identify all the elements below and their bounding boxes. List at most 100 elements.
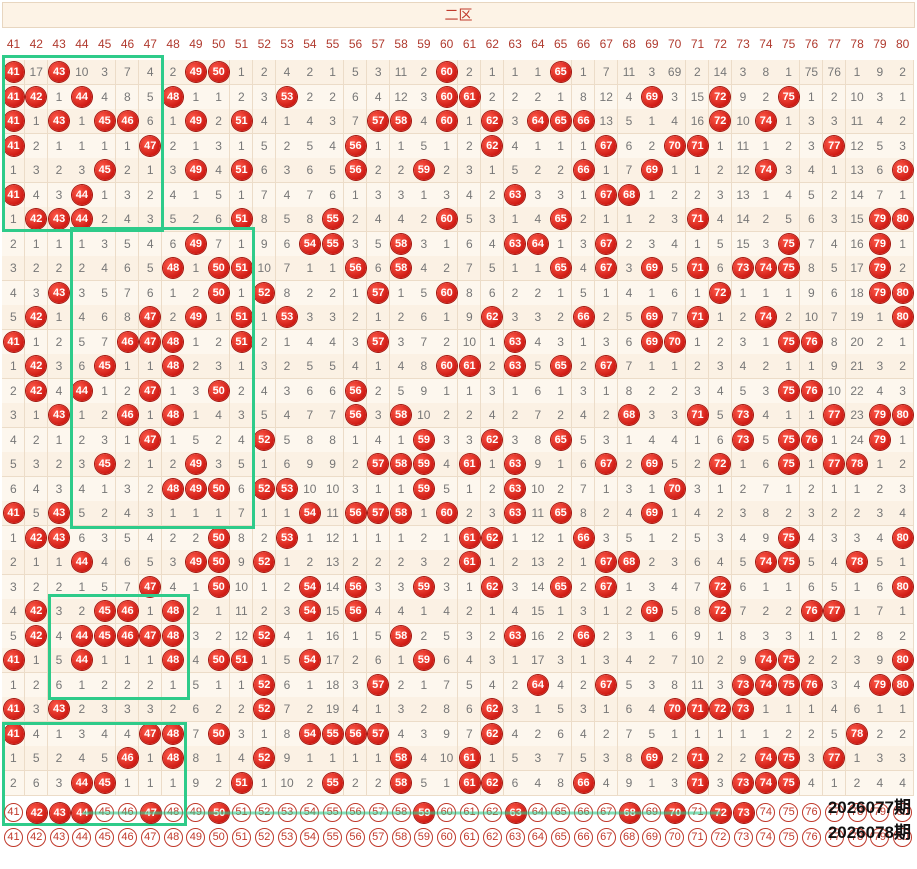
miss-count: 3 [443,187,450,202]
column-number: 45 [98,37,112,51]
zone-header: 二区 [2,2,915,28]
miss-count: 2 [329,89,336,104]
miss-count: 1 [10,163,17,177]
miss-count: 7 [124,65,131,79]
column-number: 64 [531,37,545,51]
miss-count: 1 [648,187,656,202]
miss-count: 7 [602,65,610,79]
miss-count: 2 [306,65,314,79]
miss-count: 1 [511,65,519,79]
column-number: 62 [485,37,499,51]
miss-count: 11 [622,65,636,79]
miss-count: 2 [169,138,177,153]
hit-ball: 60 [436,111,457,131]
miss-count: 75 [804,65,819,79]
miss-count: 2 [466,138,473,153]
miss-count: 5 [260,138,268,153]
miss-count: 2 [283,138,291,153]
miss-count: 2 [534,89,542,104]
miss-count: 4 [785,187,792,202]
column-number: 42 [29,37,43,51]
miss-count: 2 [215,114,222,128]
column-number: 59 [417,37,431,51]
miss-count: 7 [625,163,633,177]
hit-ball: 44 [71,86,92,107]
hit-ball: 68 [619,184,640,205]
miss-count: 1 [671,163,678,177]
miss-count: 2 [785,138,792,153]
column-number: 51 [234,37,249,51]
miss-count: 1 [694,163,701,177]
miss-count: 4 [283,187,291,202]
hit-ball: 74 [755,111,776,131]
miss-count: 2 [124,163,131,177]
miss-count: 1 [808,89,815,104]
miss-count: 2 [420,65,428,79]
miss-count: 1 [785,65,792,79]
hit-ball: 59 [413,160,434,180]
column-number: 48 [166,37,180,51]
miss-count: 2 [169,65,177,79]
hit-ball: 48 [163,86,184,107]
miss-count: 2 [534,163,542,177]
miss-count: 2 [488,187,496,202]
miss-count: 3 [899,138,906,153]
miss-count: 1 [762,138,770,153]
miss-count: 69 [667,65,682,79]
miss-count: 1 [146,163,154,177]
column-number: 57 [371,37,385,51]
column-number: 79 [873,37,887,51]
miss-count: 1 [32,114,40,128]
miss-count: 1 [169,114,177,128]
miss-count: 3 [511,114,519,128]
column-number: 49 [189,37,203,51]
column-number: 47 [143,37,157,51]
hit-ball: 58 [391,111,412,131]
hit-ball: 60 [436,86,457,107]
miss-count: 1 [238,65,245,79]
miss-count: 13 [599,114,613,128]
miss-count: 1 [352,187,359,202]
column-number: 61 [462,37,477,51]
column-number: 65 [554,37,568,51]
miss-count: 1 [192,89,200,104]
hit-ball: 72 [710,111,731,131]
hit-ball: 46 [117,111,138,131]
hit-ball: 80 [892,160,913,180]
column-number: 74 [759,37,773,51]
miss-count: 13 [736,187,750,202]
miss-count: 4 [625,89,633,104]
miss-count: 3 [374,187,382,202]
miss-count: 1 [283,114,291,128]
miss-count: 17 [29,65,43,79]
miss-count: 12 [394,89,408,104]
column-number: 76 [804,37,819,51]
miss-count: 8 [580,89,587,104]
miss-count: 1 [374,138,382,153]
miss-count: 2 [830,89,838,104]
hit-ball: 65 [550,111,571,131]
hit-ball: 41 [3,135,24,156]
miss-count: 5 [876,138,884,153]
hit-ball: 51 [231,160,252,180]
hit-ball: 42 [26,209,47,229]
miss-count: 2 [899,65,906,79]
miss-count: 1 [534,65,542,79]
miss-count: 3 [374,65,382,79]
miss-count: 5 [511,163,519,177]
miss-count: 1 [238,187,245,202]
miss-count: 8 [124,89,131,104]
miss-count: 1 [602,163,610,177]
miss-count: 4 [466,187,473,202]
hit-ball: 49 [185,160,206,180]
column-number: 78 [850,37,864,51]
miss-count: 1 [329,65,336,79]
miss-count: 1 [466,114,473,128]
miss-count: 16 [690,114,705,128]
column-number: 77 [827,37,841,51]
hit-ball: 66 [573,111,594,131]
miss-count: 2 [146,187,154,202]
miss-count: 4 [169,187,177,202]
miss-count: 1 [534,138,542,153]
miss-count: 2 [899,114,906,128]
